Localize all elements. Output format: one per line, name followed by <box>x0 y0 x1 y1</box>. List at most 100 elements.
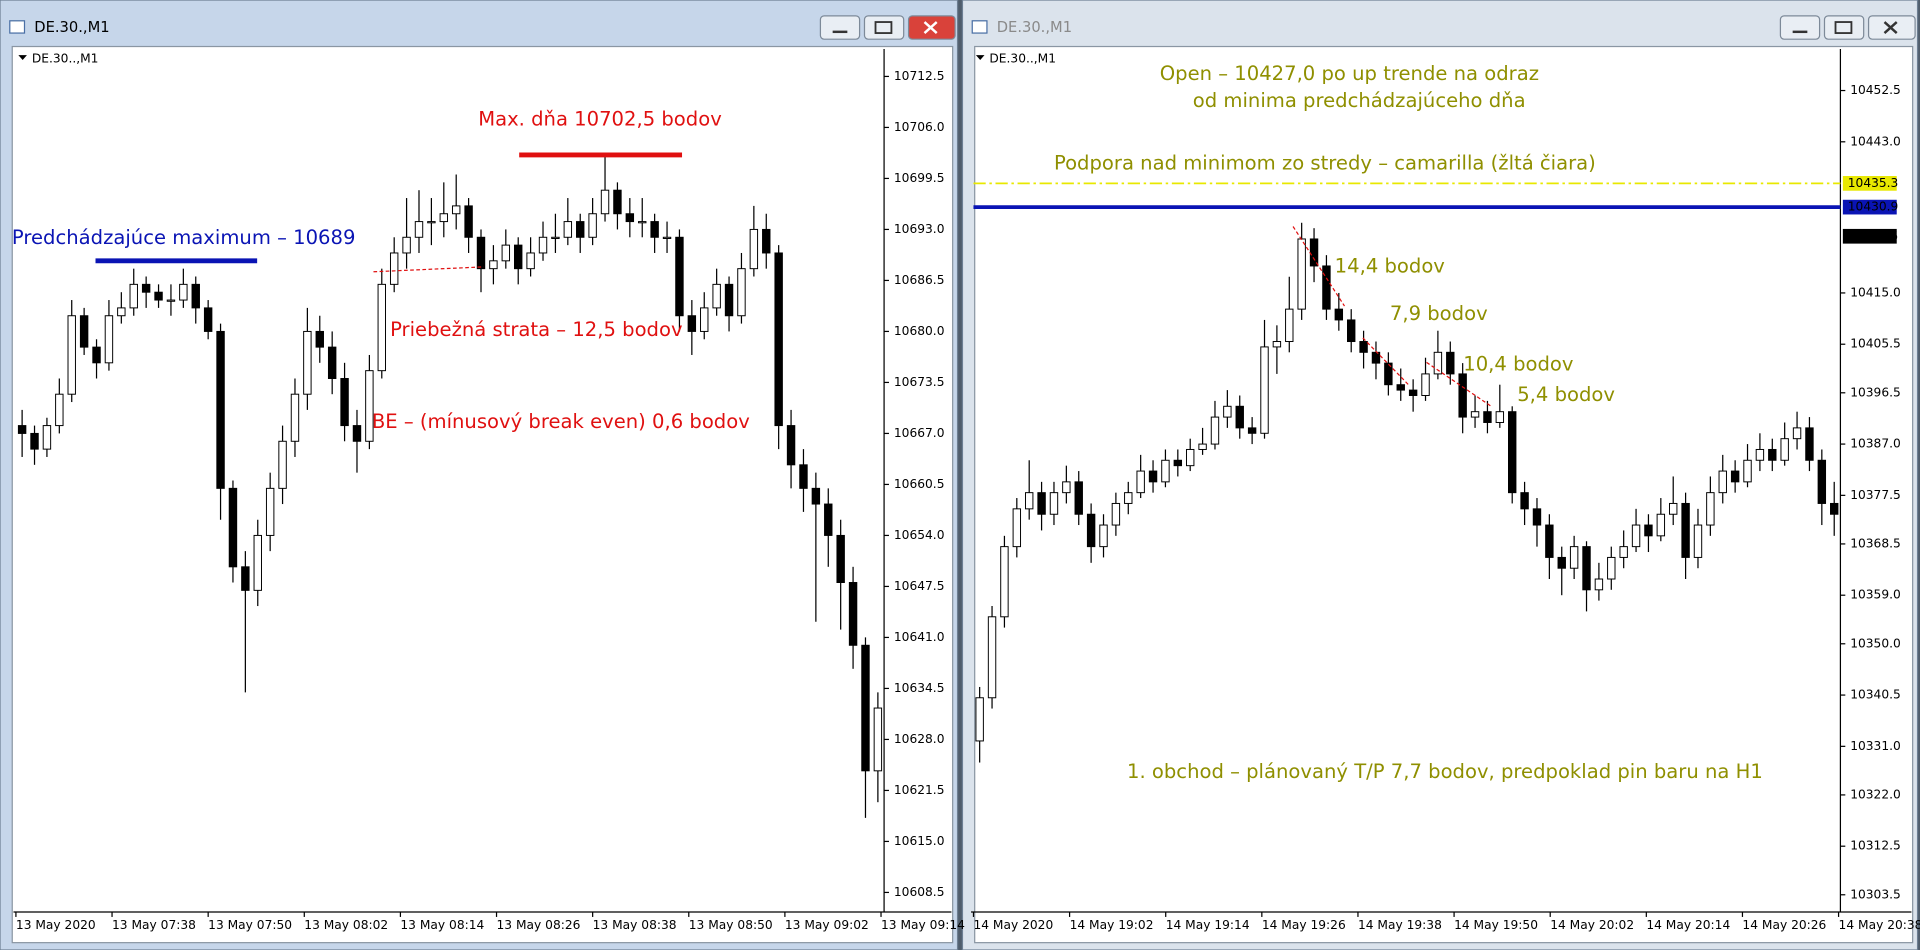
candle-body <box>873 707 883 772</box>
annotation: Predchádzajúce maximum – 10689 <box>12 226 356 249</box>
candle-body <box>1334 308 1344 321</box>
candle-body <box>613 189 622 215</box>
y-tick-label: 10415.0 <box>1850 285 1901 299</box>
trade-line <box>1362 337 1409 385</box>
candle-body <box>1780 438 1789 461</box>
candle-body <box>1594 578 1604 591</box>
x-tick-label: 14 May 19:38 <box>1358 918 1442 932</box>
candle-body <box>724 283 734 317</box>
y-tick-label: 10634.5 <box>894 681 945 695</box>
x-tick-label: 13 May 09:14 <box>881 918 965 932</box>
candle-body <box>987 616 997 699</box>
candle-body <box>1408 389 1418 396</box>
y-tick-label: 10654.0 <box>894 528 945 542</box>
candle-body <box>340 378 349 427</box>
chart-label: DE.30..,M1 <box>989 51 1056 65</box>
candle-body <box>439 213 449 223</box>
candle-body <box>1124 492 1133 504</box>
y-tick-label: 10615.0 <box>894 834 945 848</box>
candle-body <box>1631 524 1641 548</box>
annotation: BE – (mínusový break even) 0,6 bodov <box>372 410 750 433</box>
y-tick-label: 10368.5 <box>1850 536 1901 550</box>
candle-body <box>638 221 647 224</box>
candle-body <box>975 697 984 742</box>
candle-body <box>154 291 163 301</box>
candle-body <box>1706 492 1715 526</box>
annotation: 10,4 bodov <box>1463 352 1573 375</box>
candle-body <box>563 221 573 238</box>
candle-body <box>1743 459 1752 483</box>
x-tick-label: 13 May 07:50 <box>208 918 292 932</box>
price-label-box <box>1842 228 1897 244</box>
y-tick-label: 10340.5 <box>1850 688 1901 702</box>
price-label: 10430.9 <box>1848 200 1899 214</box>
candle-body <box>315 330 324 348</box>
x-tick-label: 14 May 2020 <box>973 918 1053 932</box>
close-glyph <box>923 21 938 34</box>
candle-body <box>141 283 151 293</box>
x-tick-label: 14 May 19:50 <box>1454 918 1538 932</box>
candle-body <box>1607 556 1616 580</box>
candle-body <box>117 307 126 317</box>
y-tick-label: 10641.0 <box>894 630 945 644</box>
candle-body <box>749 228 759 270</box>
candle-body <box>1185 448 1195 467</box>
candle-body <box>464 205 473 238</box>
candle-body <box>1582 546 1591 591</box>
y-tick-label: 10712.5 <box>894 69 945 83</box>
candle-body <box>1396 384 1405 391</box>
y-tick-label: 10686.5 <box>894 273 945 287</box>
candle-body <box>67 315 76 395</box>
candle-body <box>1136 470 1145 494</box>
candle-body <box>414 221 424 238</box>
y-tick-label: 10359.0 <box>1850 588 1901 602</box>
candle-body <box>1099 524 1108 548</box>
y-tick-label: 10405.5 <box>1850 337 1901 351</box>
candle-body <box>1470 411 1480 418</box>
candle-body <box>786 425 796 466</box>
maximize-button[interactable] <box>1823 15 1865 40</box>
candle-body <box>861 644 870 772</box>
candle-body <box>17 425 27 434</box>
candle-body <box>191 283 200 309</box>
candle-body <box>1483 411 1492 423</box>
candle-body <box>203 307 213 332</box>
window-icon <box>9 20 26 34</box>
minimize-button[interactable] <box>819 15 861 40</box>
y-tick-label: 10693.0 <box>894 222 945 236</box>
annotation: Open – 10427,0 po up trende na odraz <box>1160 62 1539 85</box>
y-tick-label: 10660.5 <box>894 477 945 491</box>
candle-body <box>1458 373 1467 418</box>
y-tick-label: 10303.5 <box>1850 887 1901 901</box>
candle-body <box>377 283 386 372</box>
candle-body <box>1384 362 1393 386</box>
candle-body <box>489 260 498 270</box>
candle-body <box>1520 492 1529 510</box>
minimize-button[interactable] <box>1779 15 1821 40</box>
candle-body <box>551 236 560 239</box>
x-tick-label: 13 May 08:26 <box>497 918 581 932</box>
maximize-button[interactable] <box>863 15 905 40</box>
candle-body <box>1309 238 1319 267</box>
candle-body <box>1359 341 1368 353</box>
candle-body <box>179 283 188 301</box>
candle-body <box>1421 373 1430 396</box>
candle-body <box>1656 513 1666 537</box>
y-tick-label: 10680.0 <box>894 324 945 338</box>
candle-body <box>774 252 783 427</box>
x-tick-label: 13 May 09:02 <box>785 918 869 932</box>
candle-body <box>1235 405 1244 429</box>
y-tick-label: 10628.0 <box>894 732 945 746</box>
window-icon <box>971 20 988 34</box>
candle-body <box>662 236 672 239</box>
price-label-box <box>1842 199 1897 215</box>
chart-menu-arrow <box>18 55 27 60</box>
trade-lines <box>373 226 1492 407</box>
y-tick-label: 10706.0 <box>894 120 945 134</box>
candle-body <box>836 534 845 583</box>
candle-body <box>476 236 486 270</box>
annotation: Podpora nad minimom zo stredy – camarill… <box>1054 152 1596 175</box>
y-tick-label: 10699.5 <box>894 171 945 185</box>
